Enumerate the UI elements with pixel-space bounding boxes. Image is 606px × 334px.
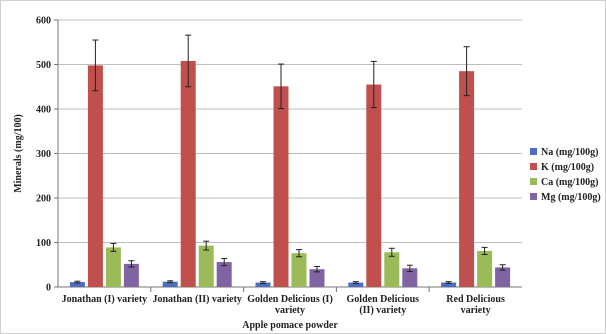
y-tick-label: 400 (36, 105, 51, 116)
bar (402, 268, 418, 287)
bar (198, 245, 214, 287)
legend-label: Mg (mg/100g) (541, 192, 601, 203)
y-axis-title: Minerals (mg/100) (13, 114, 24, 193)
legend: Na (mg/100g) K (mg/100g) Ca (mg/100g) Mg (m… (530, 147, 601, 203)
gridlines (58, 19, 522, 243)
bar (309, 269, 325, 287)
x-tick-label: Jonathan (II) variety (152, 294, 241, 305)
bar (105, 247, 121, 287)
bar (459, 71, 475, 287)
bar (477, 250, 493, 287)
x-tick-label: Golden Delicious (I) (247, 294, 333, 305)
labels: 0 100 200 300 400 500 600 Jonathan (I) variety J… (36, 16, 505, 317)
x-tick-label: Red Delicious (446, 294, 505, 305)
bar (180, 60, 196, 287)
bar (441, 282, 457, 287)
y-tick-label: 600 (36, 16, 51, 27)
x-tick-label: Jonathan (I) variety (62, 294, 148, 305)
bar (384, 252, 400, 287)
x-tick-label: (II) variety (359, 305, 406, 316)
x-tick-label: variety (275, 305, 305, 316)
bar (348, 282, 364, 287)
bar (255, 282, 271, 287)
bar (123, 263, 139, 287)
x-axis-title: Apple pomace powder (242, 320, 338, 331)
bar (273, 86, 289, 288)
bars (69, 34, 511, 288)
legend-swatch (530, 163, 537, 170)
legend-label: Ca (mg/100g) (541, 177, 599, 188)
y-tick-label: 200 (36, 194, 51, 205)
y-tick-label: 300 (36, 149, 51, 160)
bar (216, 262, 232, 287)
y-tick-label: 500 (36, 60, 51, 71)
legend-label: Na (mg/100g) (541, 147, 599, 158)
legend-label: K (mg/100g) (541, 162, 594, 173)
x-tick-label: Golden Delicious (347, 294, 420, 305)
bar (291, 253, 307, 287)
bar (366, 84, 382, 288)
y-tick-label: 100 (36, 238, 51, 249)
y-tick-label: 0 (46, 283, 51, 294)
bar (495, 267, 511, 287)
legend-swatch (530, 193, 537, 200)
bar (69, 282, 85, 287)
bar (162, 281, 178, 287)
bar (87, 65, 103, 287)
legend-swatch (530, 178, 537, 185)
legend-swatch (530, 148, 537, 155)
x-tick-label: variety (461, 305, 491, 316)
